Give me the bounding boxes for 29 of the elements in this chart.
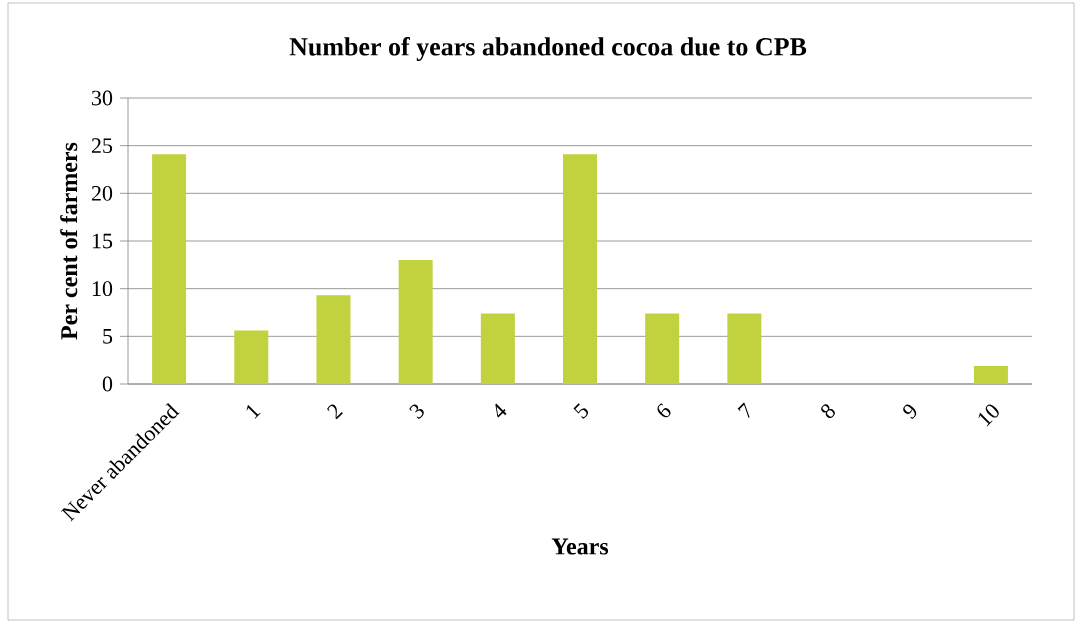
x-tick-label: 2 xyxy=(327,404,343,420)
bar xyxy=(480,313,515,384)
x-tick-label: 6 xyxy=(657,403,671,418)
x-tick-label: 3 xyxy=(409,404,424,420)
y-tick-label: 10 xyxy=(92,281,113,297)
y-tick-label: 0 xyxy=(102,376,113,392)
chart-title: Number of years abandoned cocoa due to CPB xyxy=(289,37,807,61)
x-tick-label: 7 xyxy=(737,402,750,419)
bar xyxy=(398,260,433,384)
x-tick-label: 5 xyxy=(573,403,588,419)
y-axis-title: Per cent of farmers xyxy=(60,142,78,340)
bar xyxy=(973,365,1008,384)
y-tick-label: 30 xyxy=(92,90,113,106)
x-axis-title: Years xyxy=(551,538,609,555)
x-tick-label: 10 xyxy=(978,404,999,427)
bar xyxy=(727,313,762,384)
y-tick-label: 20 xyxy=(91,185,113,201)
x-tick-label: 4 xyxy=(495,403,507,418)
y-tick-label: 5 xyxy=(103,329,113,344)
y-tick-label: 25 xyxy=(91,138,113,154)
bar xyxy=(645,313,680,384)
x-tick-label: 9 xyxy=(903,404,917,419)
x-tick-label: 1 xyxy=(246,404,261,419)
bar xyxy=(234,330,269,384)
bar xyxy=(152,154,187,384)
y-tick-label: 15 xyxy=(92,233,113,249)
bar xyxy=(563,154,598,384)
x-tick-label: 8 xyxy=(821,404,835,419)
bar xyxy=(316,295,351,384)
